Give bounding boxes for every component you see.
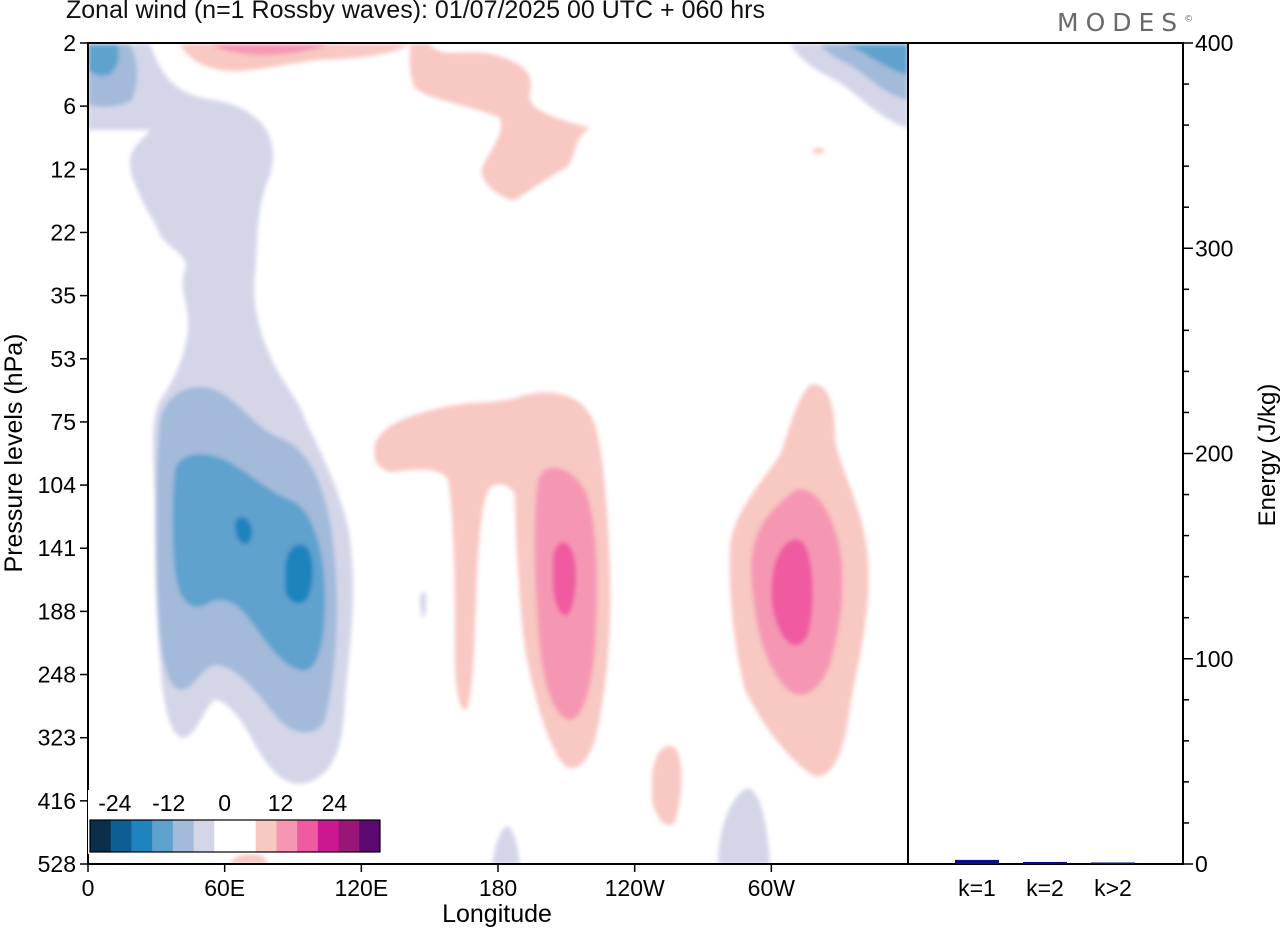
- wind-contour-region: [771, 539, 813, 646]
- colorbar: -24 -12 0 12 24: [88, 790, 382, 854]
- wind-contour-region: [409, 44, 590, 200]
- colorbar-label: 0: [218, 790, 231, 816]
- y-tick-label: 22: [50, 219, 76, 245]
- x-tick-label: 60W: [748, 875, 796, 901]
- wind-contour-region: [420, 591, 427, 618]
- colorbar-swatch: [297, 820, 319, 852]
- colorbar-swatch: [359, 820, 381, 852]
- energy-tick-label: 400: [1195, 30, 1233, 56]
- chart-title: Zonal wind (n=1 Rossby waves): 01/07/202…: [66, 0, 765, 24]
- energy-tick-label: 200: [1195, 441, 1233, 467]
- colorbar-frame: [89, 819, 381, 853]
- y-tick-label: 416: [38, 788, 76, 814]
- wind-contour-region: [718, 788, 770, 864]
- y-tick-label: 188: [38, 598, 76, 624]
- energy-tick-label: 0: [1195, 851, 1208, 877]
- longitude-axis: 0 60E 120E 180 120W 60W: [82, 864, 796, 901]
- energy-axis: 0 100 200 300 400: [1183, 30, 1233, 877]
- y-tick-label: 248: [38, 662, 76, 688]
- wind-contour-region: [652, 745, 682, 825]
- y-axis-label: Pressure levels (hPa): [0, 334, 28, 573]
- colorbar-swatch: [235, 820, 257, 852]
- y-tick-label: 141: [38, 535, 76, 561]
- energy-bars: [955, 859, 1135, 864]
- y-tick-label: 35: [50, 283, 76, 309]
- x-tick-label: 0: [82, 875, 95, 901]
- wind-contour-region: [492, 826, 520, 864]
- contour-map: [88, 43, 908, 864]
- wavenumber-label: k=2: [1026, 875, 1064, 901]
- energy-bar: [955, 859, 999, 864]
- x-tick-label: 120W: [605, 875, 665, 901]
- wind-contour-region: [230, 854, 268, 864]
- colorbar-label: -24: [98, 790, 131, 816]
- colorbar-swatch: [338, 820, 360, 852]
- energy-axis-label: Energy (J/kg): [1254, 384, 1280, 527]
- wavenumber-label: k=1: [958, 875, 996, 901]
- energy-bar: [1023, 861, 1067, 864]
- modes-logo: MODES©: [1057, 8, 1193, 37]
- y-tick-label: 2: [63, 30, 76, 56]
- y-tick-label: 12: [50, 156, 76, 182]
- copyright-mark: ©: [1184, 14, 1194, 25]
- colorbar-swatch: [172, 820, 195, 852]
- colorbar-label: -12: [152, 790, 185, 816]
- colorbar-swatch: [214, 820, 236, 852]
- wind-contour-region: [553, 542, 577, 616]
- logo-text: MODES: [1057, 8, 1185, 37]
- wind-contour-region: [812, 147, 825, 154]
- y-tick-label: 75: [50, 409, 76, 435]
- colorbar-swatch: [255, 820, 277, 852]
- colorbar-label: 24: [322, 790, 348, 816]
- y-tick-label: 528: [38, 851, 76, 877]
- wind-contour-region: [210, 44, 330, 55]
- wind-contour-region: [234, 517, 253, 545]
- x-tick-label: 180: [479, 875, 517, 901]
- x-tick-label: 120E: [334, 875, 388, 901]
- energy-bar: [1091, 862, 1135, 864]
- wind-contour-region: [285, 544, 313, 604]
- wind-contour-region: [172, 454, 325, 671]
- energy-tick-label: 100: [1195, 646, 1233, 672]
- colorbar-swatch: [110, 820, 132, 852]
- pressure-axis: 2 6 12 22 35 53 75 104 141 188 248 323 416 528: [38, 30, 88, 877]
- colorbar-swatch: [317, 820, 340, 852]
- colorbar-swatch: [90, 820, 112, 852]
- colorbar-label: 12: [268, 790, 294, 816]
- energy-tick-label: 300: [1195, 235, 1233, 261]
- y-tick-label: 6: [63, 93, 76, 119]
- colorbar-swatch: [152, 820, 174, 852]
- colorbar-swatch: [131, 820, 153, 852]
- y-tick-label: 53: [50, 346, 76, 372]
- x-axis-label: Longitude: [442, 900, 552, 928]
- colorbar-swatch: [193, 820, 215, 852]
- wavenumber-label: k>2: [1094, 875, 1132, 901]
- y-tick-label: 104: [38, 472, 77, 498]
- energy-panel-frame: [907, 42, 1184, 865]
- colorbar-swatch: [276, 820, 298, 852]
- wind-contour-region: [845, 44, 908, 75]
- y-tick-label: 323: [38, 725, 76, 751]
- wavenumber-labels: k=1 k=2 k>2: [958, 875, 1132, 901]
- x-tick-label: 60E: [204, 875, 245, 901]
- wind-contour-region: [88, 44, 119, 76]
